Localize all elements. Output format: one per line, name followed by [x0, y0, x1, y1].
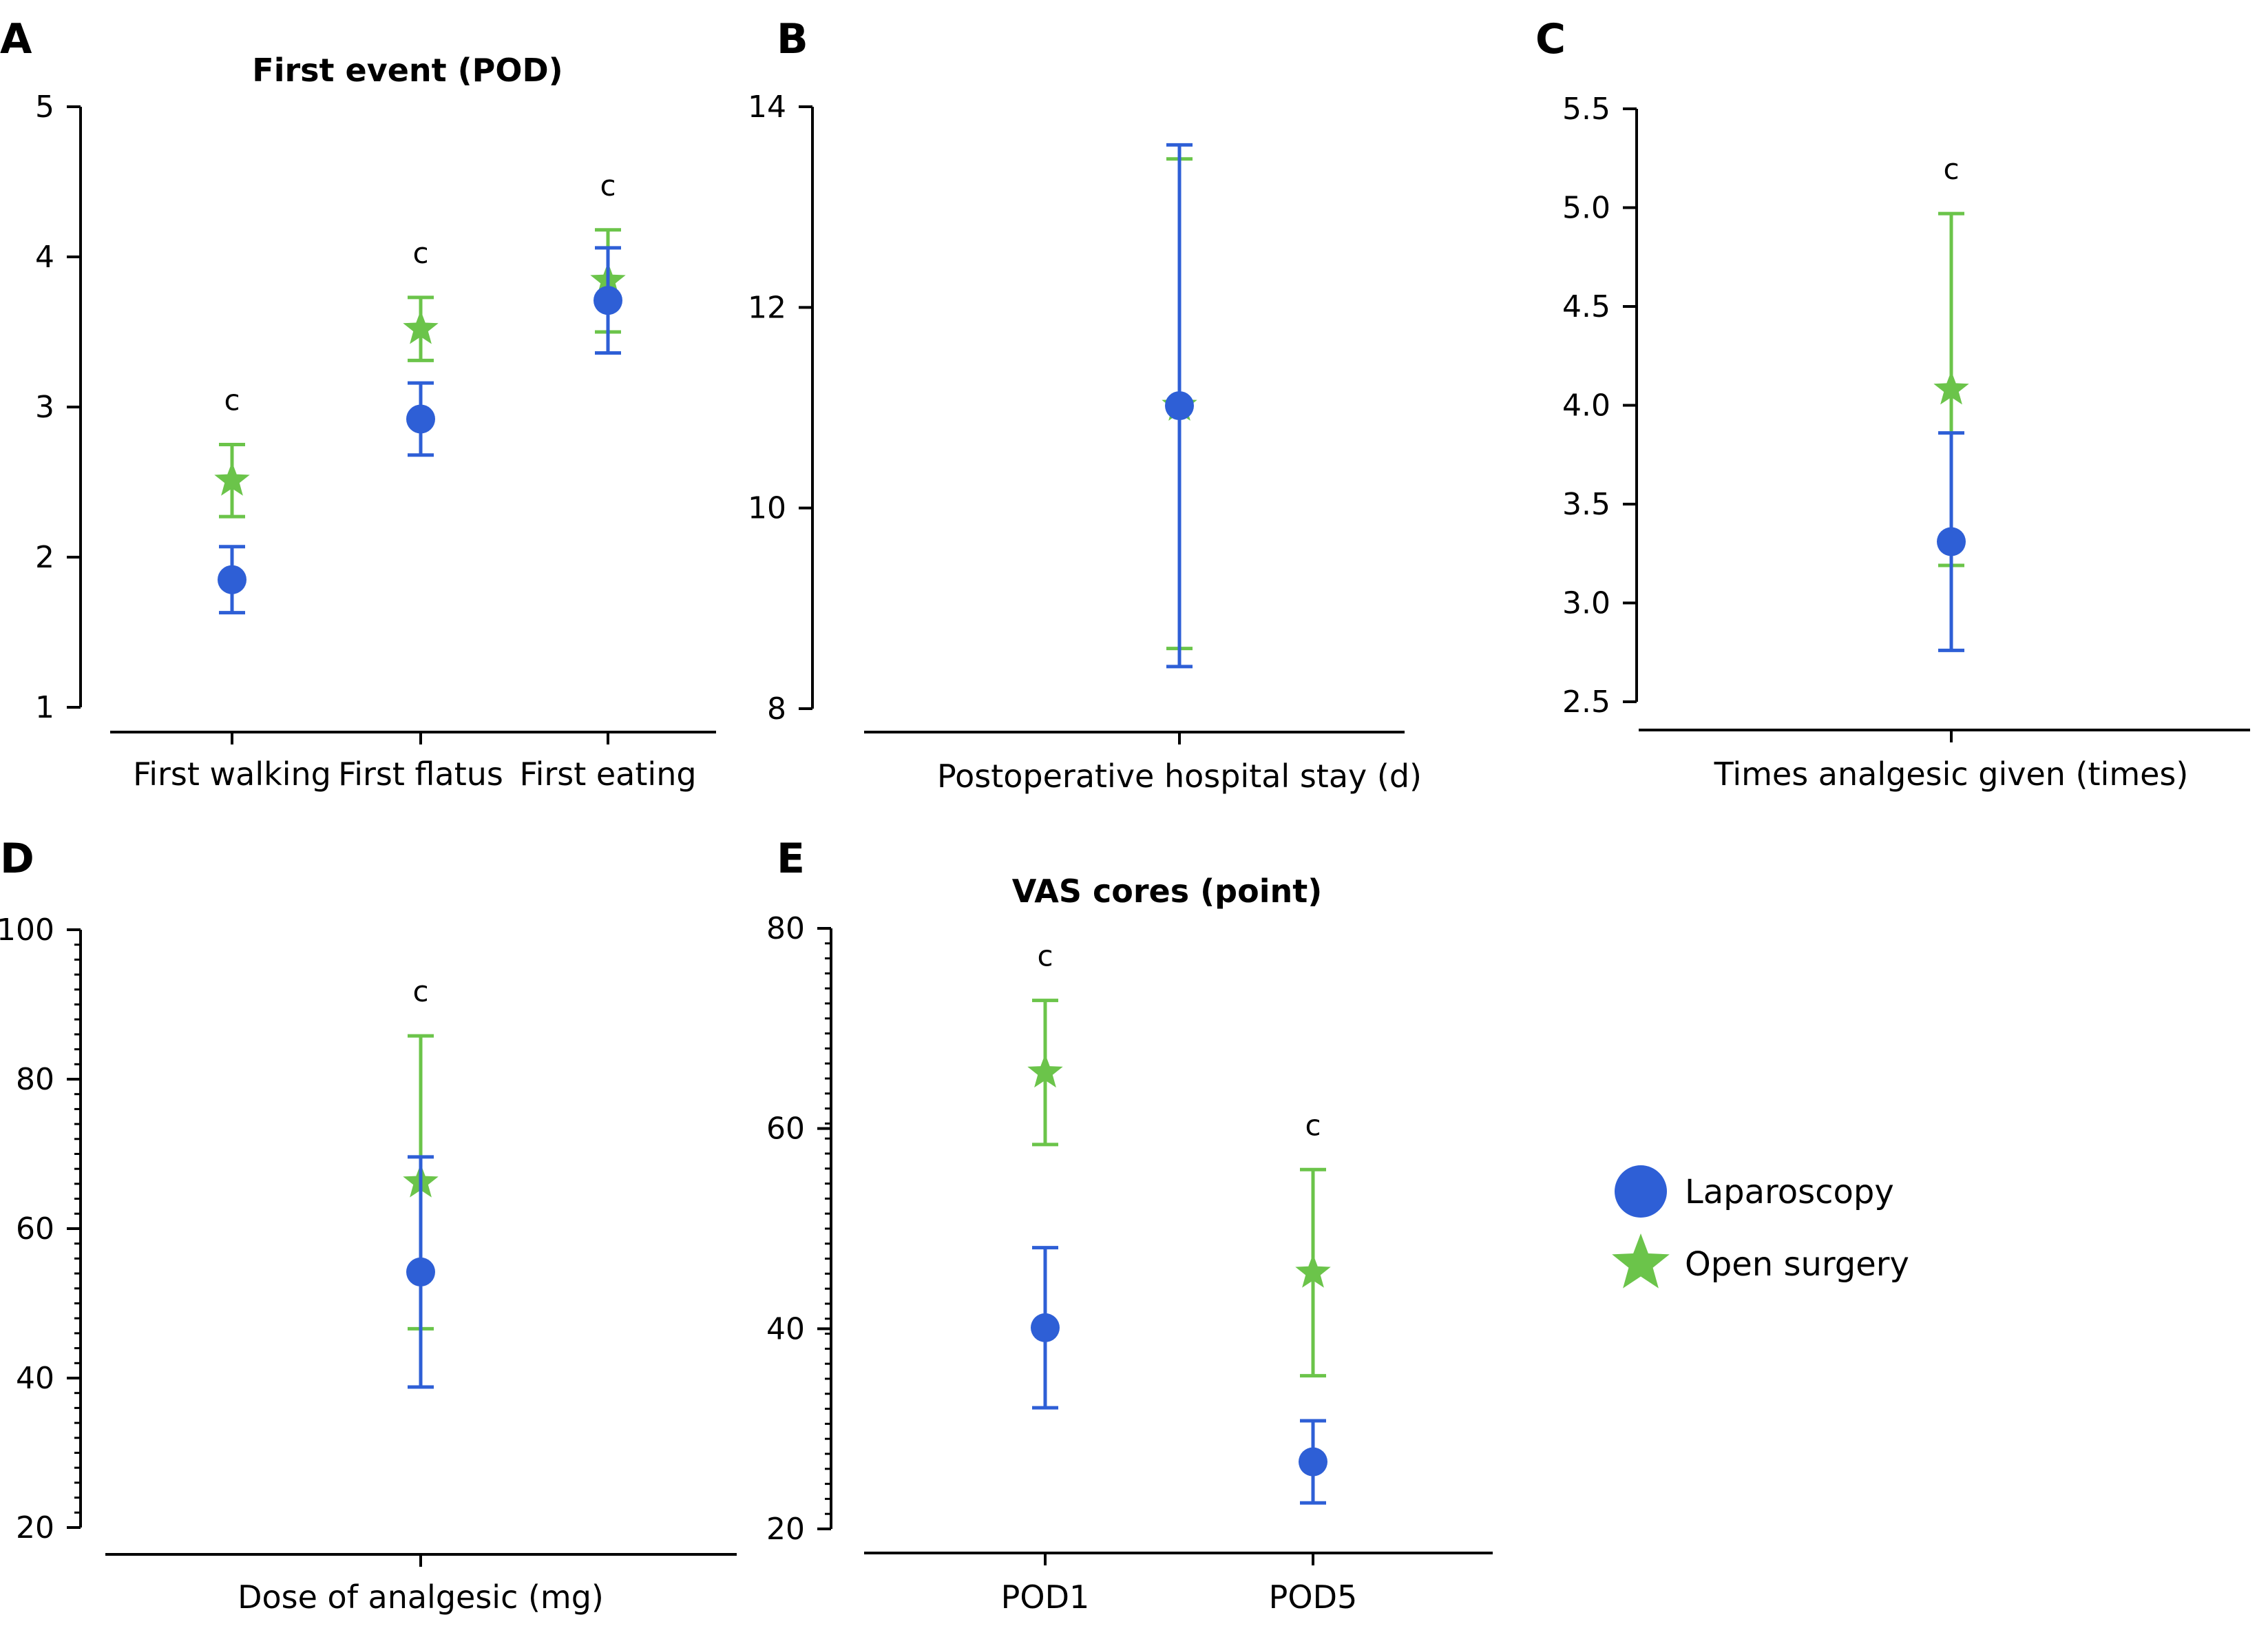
y-tick-label: 80 — [766, 911, 805, 946]
y-tick-label: 20 — [16, 1510, 54, 1545]
x-category-label: Times analgesic given (times) — [1714, 755, 2189, 793]
open-surgery-point — [1295, 1253, 1331, 1288]
y-tick-label: 4.5 — [1562, 289, 1610, 324]
significance-label: c — [412, 236, 428, 270]
chart-title: First event (POD) — [252, 52, 563, 89]
panel-e: E VAS cores (point) 20 40 60 80 POD1 POD5 c c — [766, 835, 1493, 1616]
y-tick-label: 2.5 — [1562, 685, 1610, 720]
laparoscopy-point — [218, 565, 246, 594]
y-tick-label: 1 — [35, 690, 54, 725]
x-category-label: First walking — [133, 755, 331, 793]
y-tick-label: 5.0 — [1562, 191, 1610, 226]
y-tick-label: 5 — [35, 90, 54, 125]
significance-label: c — [1305, 1108, 1321, 1142]
x-category-label: Postoperative hospital stay (d) — [937, 758, 1422, 795]
laparoscopy-point — [406, 1257, 435, 1286]
legend-marker-laparoscopy — [1615, 1165, 1667, 1218]
y-tick-label: 60 — [16, 1211, 54, 1247]
chart-title: VAS cores (point) — [1012, 873, 1322, 910]
open-surgery-point — [403, 310, 439, 344]
legend-marker-open-surgery — [1612, 1233, 1670, 1289]
significance-label: c — [1943, 152, 1959, 186]
y-tick-label: 3 — [35, 390, 54, 425]
y-tick-label: 4.0 — [1562, 388, 1610, 424]
laparoscopy-point — [1937, 527, 1966, 556]
panel-letter: B — [777, 15, 808, 63]
y-tick-label: 8 — [767, 691, 786, 727]
panel-b: B 8 10 12 14 Postoperative hospital stay (d) — [748, 15, 1422, 795]
significance-label: c — [600, 169, 616, 202]
x-category-label: POD1 — [1001, 1578, 1090, 1616]
laparoscopy-point — [594, 286, 622, 315]
x-category-label: POD5 — [1269, 1578, 1358, 1616]
panel-c: C 2.5 3.0 3.5 4.0 4.5 5.0 5.5 Times analgesic gi… — [1535, 15, 2250, 793]
y-tick-label: 40 — [766, 1311, 805, 1346]
x-category-label: First eating — [519, 755, 696, 793]
y-tick-label: 10 — [748, 491, 786, 526]
laparoscopy-point — [1299, 1447, 1327, 1477]
y-tick-label: 3.0 — [1562, 586, 1610, 621]
legend-label: Open surgery — [1685, 1245, 1909, 1284]
laparoscopy-point — [1165, 391, 1194, 421]
panel-letter: A — [0, 15, 32, 63]
y-tick-label: 4 — [35, 240, 54, 275]
open-surgery-point — [1933, 371, 1969, 405]
open-surgery-point — [214, 461, 250, 496]
panel-letter: D — [0, 835, 34, 883]
x-category-label: First flatus — [338, 755, 503, 793]
significance-label: c — [224, 384, 240, 417]
y-tick-label: 100 — [0, 913, 54, 948]
y-tick-label: 40 — [16, 1361, 54, 1396]
y-tick-label: 14 — [748, 90, 786, 125]
y-tick-label: 5.5 — [1562, 92, 1610, 127]
y-tick-label: 60 — [766, 1112, 805, 1147]
y-tick-label: 2 — [35, 540, 54, 575]
panel-letter: E — [777, 835, 805, 883]
y-tick-label: 20 — [766, 1512, 805, 1547]
panel-letter: C — [1535, 15, 1566, 63]
y-tick-label: 12 — [748, 290, 786, 325]
legend-label: Laparoscopy — [1685, 1173, 1894, 1211]
open-surgery-point — [1027, 1054, 1063, 1088]
laparoscopy-point — [406, 404, 435, 434]
laparoscopy-point — [1031, 1313, 1060, 1342]
significance-label: c — [1037, 939, 1053, 973]
legend: Laparoscopy Open surgery — [1612, 1165, 1909, 1289]
significance-label: c — [412, 974, 428, 1008]
panel-d: D 20 40 60 80 100 Dose of analgesic (mg) c — [0, 835, 737, 1616]
y-tick-label: 3.5 — [1562, 487, 1610, 522]
y-tick-label: 80 — [16, 1062, 54, 1097]
x-category-label: Dose of analgesic (mg) — [238, 1578, 604, 1616]
